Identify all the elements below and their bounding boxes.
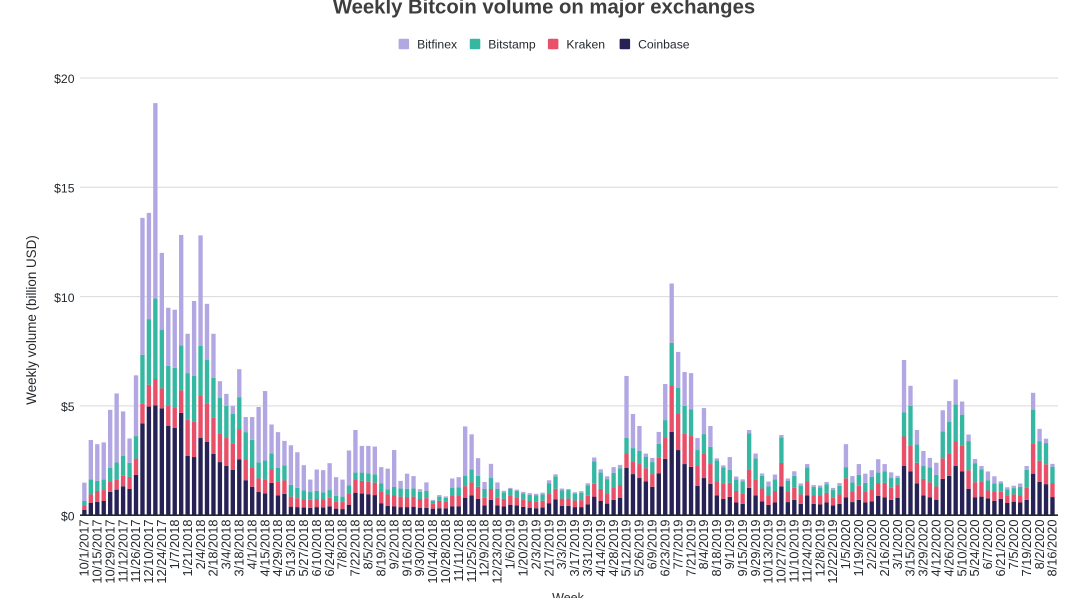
svg-text:1/19/2020: 1/19/2020 — [851, 520, 866, 577]
svg-text:6/21/2020: 6/21/2020 — [993, 520, 1008, 577]
svg-text:8/18/2019: 8/18/2019 — [709, 520, 724, 577]
svg-text:11/11/2018: 11/11/2018 — [451, 520, 466, 582]
svg-text:12/9/2018: 12/9/2018 — [477, 520, 492, 577]
svg-text:4/15/2018: 4/15/2018 — [257, 520, 272, 577]
svg-text:$15: $15 — [54, 182, 75, 196]
svg-text:4/28/2019: 4/28/2019 — [606, 520, 621, 577]
svg-text:5/26/2019: 5/26/2019 — [632, 520, 647, 577]
svg-text:9/16/2018: 9/16/2018 — [399, 520, 414, 577]
svg-text:4/14/2019: 4/14/2019 — [593, 520, 608, 577]
svg-text:2/2/2020: 2/2/2020 — [864, 520, 879, 570]
svg-text:6/23/2019: 6/23/2019 — [657, 520, 672, 577]
svg-text:11/26/2017: 11/26/2017 — [128, 520, 143, 583]
svg-text:3/4/2018: 3/4/2018 — [219, 520, 234, 570]
svg-text:12/22/2019: 12/22/2019 — [825, 520, 840, 584]
svg-text:6/9/2019: 6/9/2019 — [645, 520, 660, 570]
svg-text:11/12/2017: 11/12/2017 — [115, 520, 130, 583]
svg-text:8/5/2018: 8/5/2018 — [361, 520, 376, 570]
svg-text:10/15/2017: 10/15/2017 — [89, 520, 104, 584]
svg-text:7/7/2019: 7/7/2019 — [670, 520, 685, 570]
svg-text:9/29/2019: 9/29/2019 — [748, 520, 763, 577]
svg-text:$0: $0 — [61, 509, 75, 523]
svg-text:10/28/2018: 10/28/2018 — [438, 520, 453, 584]
svg-text:5/27/2018: 5/27/2018 — [296, 520, 311, 577]
svg-text:5/24/2020: 5/24/2020 — [967, 520, 982, 577]
svg-text:10/29/2017: 10/29/2017 — [102, 520, 117, 584]
svg-text:2/17/2019: 2/17/2019 — [541, 520, 556, 577]
svg-text:$10: $10 — [54, 291, 75, 305]
svg-text:4/12/2020: 4/12/2020 — [929, 520, 944, 577]
svg-text:1/21/2018: 1/21/2018 — [180, 520, 195, 577]
svg-text:7/21/2019: 7/21/2019 — [683, 520, 698, 577]
svg-text:9/15/2019: 9/15/2019 — [735, 520, 750, 577]
svg-text:3/18/2018: 3/18/2018 — [231, 520, 246, 577]
svg-text:Weekly Bitcoin volume on major: Weekly Bitcoin volume on major exchanges — [333, 0, 755, 19]
svg-text:2/18/2018: 2/18/2018 — [206, 520, 221, 577]
svg-text:3/31/2019: 3/31/2019 — [580, 520, 595, 577]
svg-text:3/29/2020: 3/29/2020 — [916, 520, 931, 577]
svg-text:2/4/2018: 2/4/2018 — [193, 520, 208, 570]
svg-text:5/10/2020: 5/10/2020 — [954, 520, 969, 577]
svg-text:3/17/2019: 3/17/2019 — [567, 520, 582, 577]
svg-text:7/19/2020: 7/19/2020 — [1019, 520, 1034, 577]
svg-text:$5: $5 — [61, 400, 75, 414]
svg-text:7/22/2018: 7/22/2018 — [348, 520, 363, 577]
svg-text:1/5/2020: 1/5/2020 — [838, 520, 853, 570]
svg-text:6/10/2018: 6/10/2018 — [309, 520, 324, 577]
svg-text:12/10/2017: 12/10/2017 — [141, 520, 156, 584]
svg-text:10/1/2017: 10/1/2017 — [77, 520, 92, 577]
svg-text:1/7/2018: 1/7/2018 — [167, 520, 182, 570]
svg-text:3/15/2020: 3/15/2020 — [903, 520, 918, 577]
svg-text:10/13/2019: 10/13/2019 — [761, 520, 776, 584]
svg-text:3/1/2020: 3/1/2020 — [890, 520, 905, 570]
svg-text:3/3/2019: 3/3/2019 — [554, 520, 569, 570]
svg-text:5/13/2018: 5/13/2018 — [283, 520, 298, 577]
svg-text:2/3/2019: 2/3/2019 — [528, 520, 543, 570]
svg-text:4/26/2020: 4/26/2020 — [941, 520, 956, 577]
svg-text:4/29/2018: 4/29/2018 — [270, 520, 285, 577]
svg-text:5/12/2019: 5/12/2019 — [619, 520, 634, 577]
svg-text:Bitstamp: Bitstamp — [488, 37, 536, 51]
svg-text:8/16/2020: 8/16/2020 — [1045, 520, 1060, 577]
svg-text:12/23/2018: 12/23/2018 — [490, 520, 505, 584]
svg-text:9/30/2018: 9/30/2018 — [412, 520, 427, 577]
svg-text:8/2/2020: 8/2/2020 — [1032, 520, 1047, 570]
svg-text:8/19/2018: 8/19/2018 — [373, 520, 388, 577]
svg-text:10/14/2018: 10/14/2018 — [425, 520, 440, 584]
svg-text:8/4/2019: 8/4/2019 — [696, 520, 711, 570]
svg-text:12/8/2019: 12/8/2019 — [812, 520, 827, 577]
svg-text:Kraken: Kraken — [566, 37, 605, 51]
svg-text:1/6/2019: 1/6/2019 — [503, 520, 518, 570]
svg-text:9/2/2018: 9/2/2018 — [386, 520, 401, 570]
svg-text:$20: $20 — [54, 72, 75, 86]
svg-text:11/24/2019: 11/24/2019 — [799, 520, 814, 583]
svg-text:9/1/2019: 9/1/2019 — [722, 520, 737, 570]
svg-text:Coinbase: Coinbase — [638, 37, 690, 51]
svg-text:6/24/2018: 6/24/2018 — [322, 520, 337, 577]
svg-text:11/10/2019: 11/10/2019 — [787, 520, 802, 583]
svg-text:7/8/2018: 7/8/2018 — [335, 520, 350, 570]
svg-text:2/16/2020: 2/16/2020 — [877, 520, 892, 577]
svg-text:10/27/2019: 10/27/2019 — [774, 520, 789, 584]
svg-text:Bitfinex: Bitfinex — [417, 37, 457, 51]
svg-text:Week: Week — [552, 591, 584, 598]
svg-text:6/7/2020: 6/7/2020 — [980, 520, 995, 570]
svg-text:1/20/2019: 1/20/2019 — [515, 520, 530, 577]
svg-text:4/1/2018: 4/1/2018 — [244, 520, 259, 570]
svg-text:12/24/2017: 12/24/2017 — [154, 520, 169, 584]
svg-text:7/5/2020: 7/5/2020 — [1006, 520, 1021, 570]
svg-text:11/25/2018: 11/25/2018 — [464, 520, 479, 583]
svg-text:Weekly volume (billion USD): Weekly volume (billion USD) — [24, 235, 39, 404]
